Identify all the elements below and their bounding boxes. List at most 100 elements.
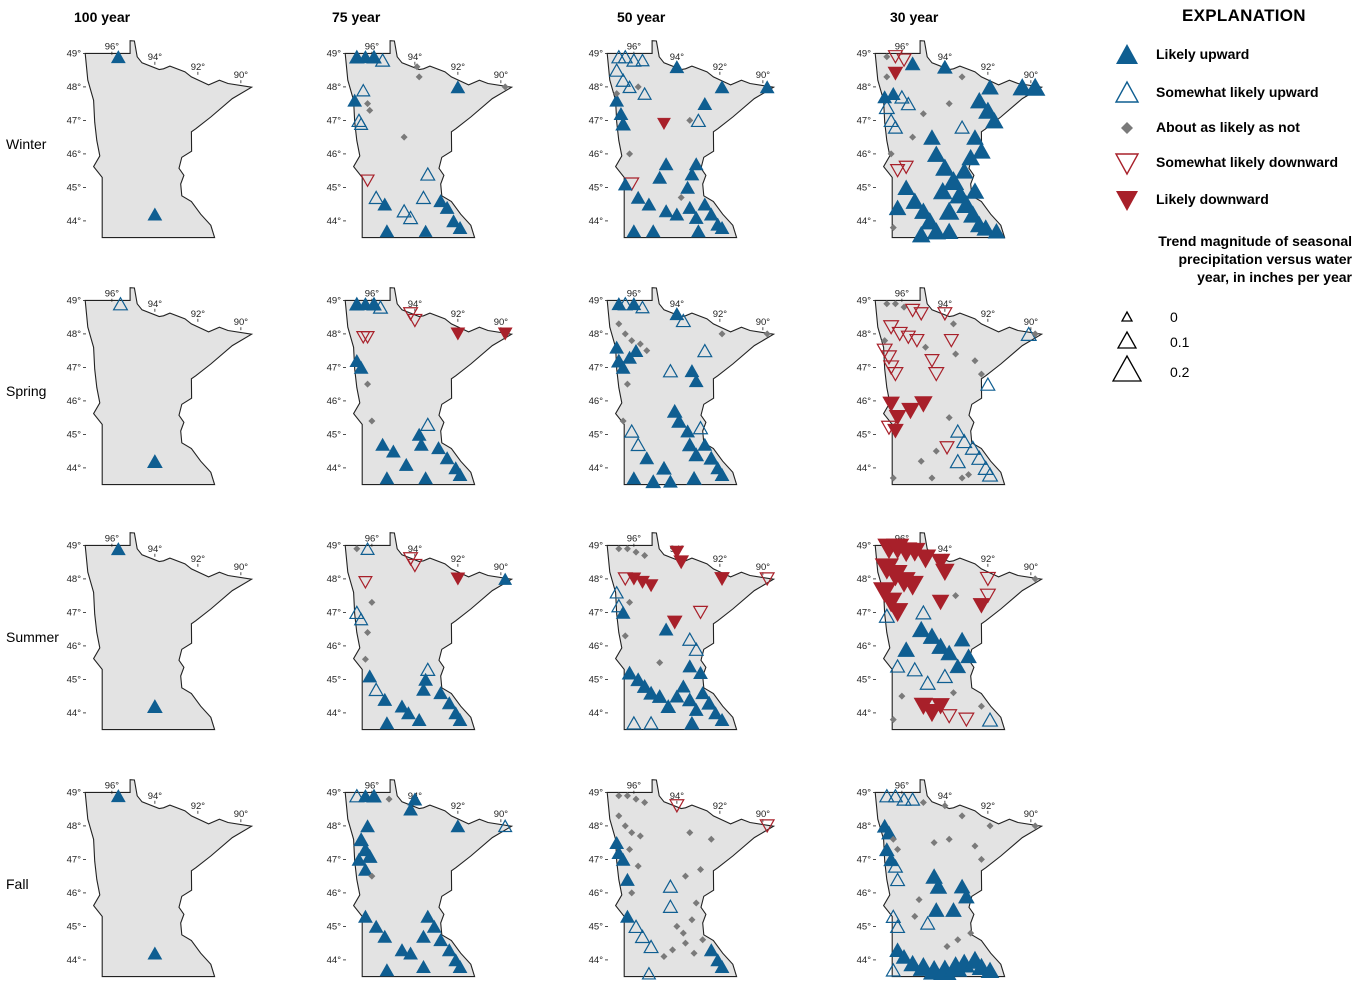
station-somewhat-likely-upward-marker — [497, 819, 513, 833]
station-likely-upward-marker — [954, 162, 974, 179]
latitude-label: 46° — [589, 396, 604, 407]
station-likely-upward-marker — [759, 80, 775, 94]
longitude-label: 92° — [713, 801, 728, 812]
station-likely-downward-marker — [673, 555, 690, 570]
longitude-label: 92° — [981, 801, 996, 812]
station-likely-upward-marker — [433, 194, 449, 208]
station-likely-upward-marker — [407, 792, 423, 806]
station-somewhat-likely-upward-marker — [637, 86, 653, 100]
station-likely-upward-marker — [431, 441, 446, 455]
station-likely-upward-marker — [366, 49, 382, 64]
station-likely-upward-marker — [926, 222, 947, 240]
station-likely-upward-marker — [418, 471, 434, 485]
minnesota-outline — [606, 779, 776, 978]
latitude-label: 48° — [857, 821, 872, 832]
station-somewhat-likely-downward-marker — [913, 307, 930, 322]
station-likely-upward-marker — [362, 669, 378, 683]
station-likely-upward-marker — [669, 60, 685, 74]
station-likely-upward-marker — [969, 91, 989, 109]
latitude-label: 48° — [67, 821, 82, 832]
station-likely-upward-marker — [613, 107, 629, 121]
station-somewhat-likely-upward-marker — [609, 585, 625, 599]
station-about-as-likely-marker — [669, 946, 677, 954]
station-likely-downward-marker — [931, 594, 950, 611]
latitude-label: 45° — [857, 429, 872, 440]
legend-title: EXPLANATION — [1182, 6, 1306, 25]
station-likely-upward-marker — [878, 842, 895, 857]
latitude-label: 49° — [589, 48, 604, 59]
station-likely-upward-marker — [940, 644, 958, 661]
latitude-label: 45° — [327, 921, 342, 932]
station-likely-upward-marker — [426, 919, 442, 933]
station-somewhat-likely-upward-marker — [893, 89, 910, 104]
station-about-as-likely-marker — [945, 100, 953, 108]
station-somewhat-likely-upward-marker — [368, 682, 385, 697]
station-about-as-likely-marker — [690, 949, 698, 957]
station-likely-upward-marker — [617, 177, 633, 191]
station-likely-upward-marker — [609, 93, 625, 107]
latitude-label: 48° — [857, 329, 872, 340]
station-somewhat-likely-upward-marker — [415, 190, 432, 205]
station-about-as-likely-marker — [681, 939, 689, 947]
station-likely-upward-marker — [976, 219, 996, 236]
station-somewhat-likely-upward-marker — [914, 604, 932, 620]
longitude-label: 90° — [234, 317, 249, 328]
longitude-label: 90° — [756, 562, 771, 573]
station-likely-upward-marker — [645, 224, 661, 238]
station-about-as-likely-marker — [634, 83, 642, 91]
station-about-as-likely-marker — [911, 912, 919, 920]
station-likely-upward-marker — [958, 888, 975, 904]
station-likely-upward-marker — [889, 942, 906, 958]
longitude-label: 92° — [191, 554, 206, 565]
station-likely-upward-marker — [660, 699, 677, 713]
station-about-as-likely-marker — [718, 330, 726, 338]
station-somewhat-likely-upward-marker — [919, 675, 937, 690]
station-about-as-likely-marker — [928, 474, 936, 482]
legend-likely-upward-symbol — [1116, 44, 1138, 64]
latitude-label: 46° — [67, 149, 82, 160]
station-somewhat-likely-downward-marker — [406, 558, 423, 573]
station-about-as-likely-marker — [623, 380, 631, 388]
station-likely-downward-marker — [657, 117, 671, 130]
longitude-label: 94° — [670, 52, 685, 63]
station-about-as-likely-marker — [641, 798, 649, 806]
station-about-as-likely-marker — [894, 845, 902, 853]
station-somewhat-likely-upward-marker — [919, 915, 936, 930]
station-somewhat-likely-downward-marker — [357, 576, 373, 590]
station-somewhat-likely-upward-marker — [348, 788, 365, 803]
station-somewhat-likely-downward-marker — [896, 53, 912, 68]
station-about-as-likely-marker — [977, 702, 985, 710]
station-likely-upward-marker — [628, 343, 644, 357]
station-likely-upward-marker — [401, 706, 416, 720]
station-about-as-likely-marker — [917, 457, 925, 465]
station-likely-upward-marker — [403, 802, 418, 816]
station-about-as-likely-marker — [1031, 575, 1039, 583]
station-somewhat-likely-upward-marker — [622, 80, 638, 94]
station-somewhat-likely-upward-marker — [372, 299, 389, 314]
station-likely-upward-marker — [360, 819, 375, 833]
station-somewhat-likely-upward-marker — [348, 605, 365, 620]
longitude-label: 96° — [895, 781, 910, 792]
map-panel-30-year-fall: 49° 48° 47° 46° 45° 44° 96° 94° 92° 90° — [857, 779, 1044, 981]
longitude-label: 90° — [234, 70, 249, 81]
station-about-as-likely-marker — [1031, 822, 1039, 830]
station-likely-upward-marker — [147, 207, 163, 221]
station-likely-upward-marker — [110, 789, 126, 803]
station-likely-upward-marker — [656, 460, 672, 475]
longitude-label: 92° — [713, 62, 728, 73]
station-somewhat-likely-downward-marker — [617, 572, 634, 587]
map-panel-50-year-summer: 49°48°47°46°45°44°96°94°92°90° — [589, 532, 776, 731]
longitude-label: 96° — [365, 42, 380, 53]
latitude-label: 44° — [327, 463, 342, 474]
legend-about-as-likely-symbol — [1121, 122, 1133, 134]
latitude-label: 44° — [67, 955, 82, 966]
station-about-as-likely-marker — [949, 689, 957, 697]
latitude-label: 44° — [857, 955, 872, 966]
station-somewhat-likely-downward-marker — [759, 819, 776, 834]
station-likely-upward-marker — [708, 706, 723, 720]
latitude-label: 46° — [67, 888, 82, 899]
station-somewhat-likely-upward-marker — [696, 343, 713, 358]
longitude-label: 92° — [191, 62, 206, 73]
station-likely-downward-marker — [935, 563, 955, 581]
station-likely-upward-marker — [394, 699, 410, 713]
